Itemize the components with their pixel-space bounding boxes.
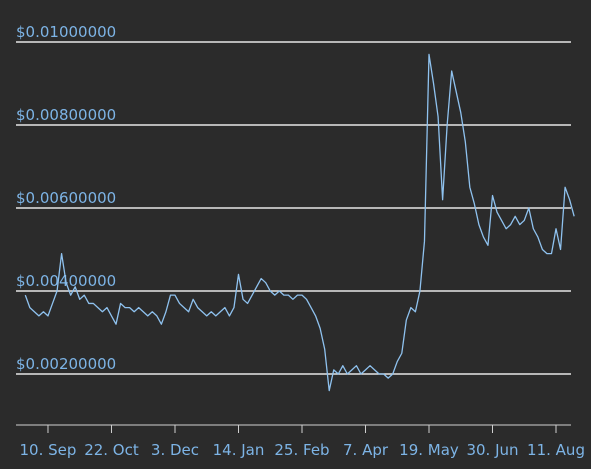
x-tick-label: 11. Aug [527, 441, 585, 459]
x-tick-label: 25. Feb [274, 441, 329, 459]
x-tick-label: 10. Sep [20, 441, 77, 459]
price-line [24, 53, 575, 392]
y-tick-label: $0.00200000 [16, 355, 116, 373]
x-tick-label: 7. Apr [343, 441, 389, 459]
x-tick-label: 30. Jun [466, 441, 518, 459]
x-tick-label: 14. Jan [213, 441, 265, 459]
x-tick-label: 19. May [399, 441, 459, 459]
x-tick-label: 22. Oct [84, 441, 139, 459]
y-tick-label: $0.00800000 [16, 106, 116, 124]
x-tick-label: 3. Dec [151, 441, 199, 459]
y-tick-label: $0.00600000 [16, 189, 116, 207]
y-tick-label: $0.01000000 [16, 23, 116, 41]
